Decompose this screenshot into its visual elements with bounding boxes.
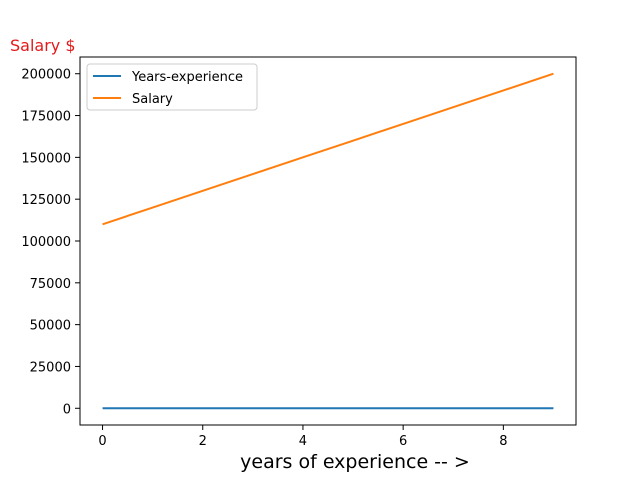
y-axis-label: Salary $ [10, 36, 76, 55]
legend-label: Years-experience [131, 70, 243, 85]
legend-label: Salary [132, 92, 173, 107]
y-tick-label: 100000 [21, 235, 71, 250]
y-tick-label: 25000 [30, 360, 71, 375]
y-axis-ticks: 0 25000 50000 75000 100000 125000 150000 175000… [21, 68, 80, 417]
y-tick-label: 125000 [21, 193, 71, 208]
y-tick-label: 50000 [30, 319, 71, 334]
x-tick-label: 2 [199, 434, 207, 449]
x-axis-ticks: 0 2 4 6 8 [98, 425, 507, 449]
x-tick-label: 8 [499, 434, 507, 449]
x-tick-label: 0 [98, 434, 106, 449]
y-tick-label: 175000 [21, 110, 71, 125]
x-tick-label: 6 [399, 434, 407, 449]
x-tick-label: 4 [299, 434, 307, 449]
series-line-1 [102, 72, 554, 226]
legend: Years-experience Salary [86, 63, 258, 111]
y-tick-label: 0 [63, 402, 71, 417]
y-tick-label: 150000 [21, 151, 71, 166]
x-axis-label: years of experience -- > [240, 451, 470, 473]
plot-frame [79, 56, 577, 426]
series-lines [102, 72, 554, 410]
y-tick-label: 200000 [21, 68, 71, 83]
y-tick-label: 75000 [30, 277, 71, 292]
legend-box [86, 63, 258, 111]
